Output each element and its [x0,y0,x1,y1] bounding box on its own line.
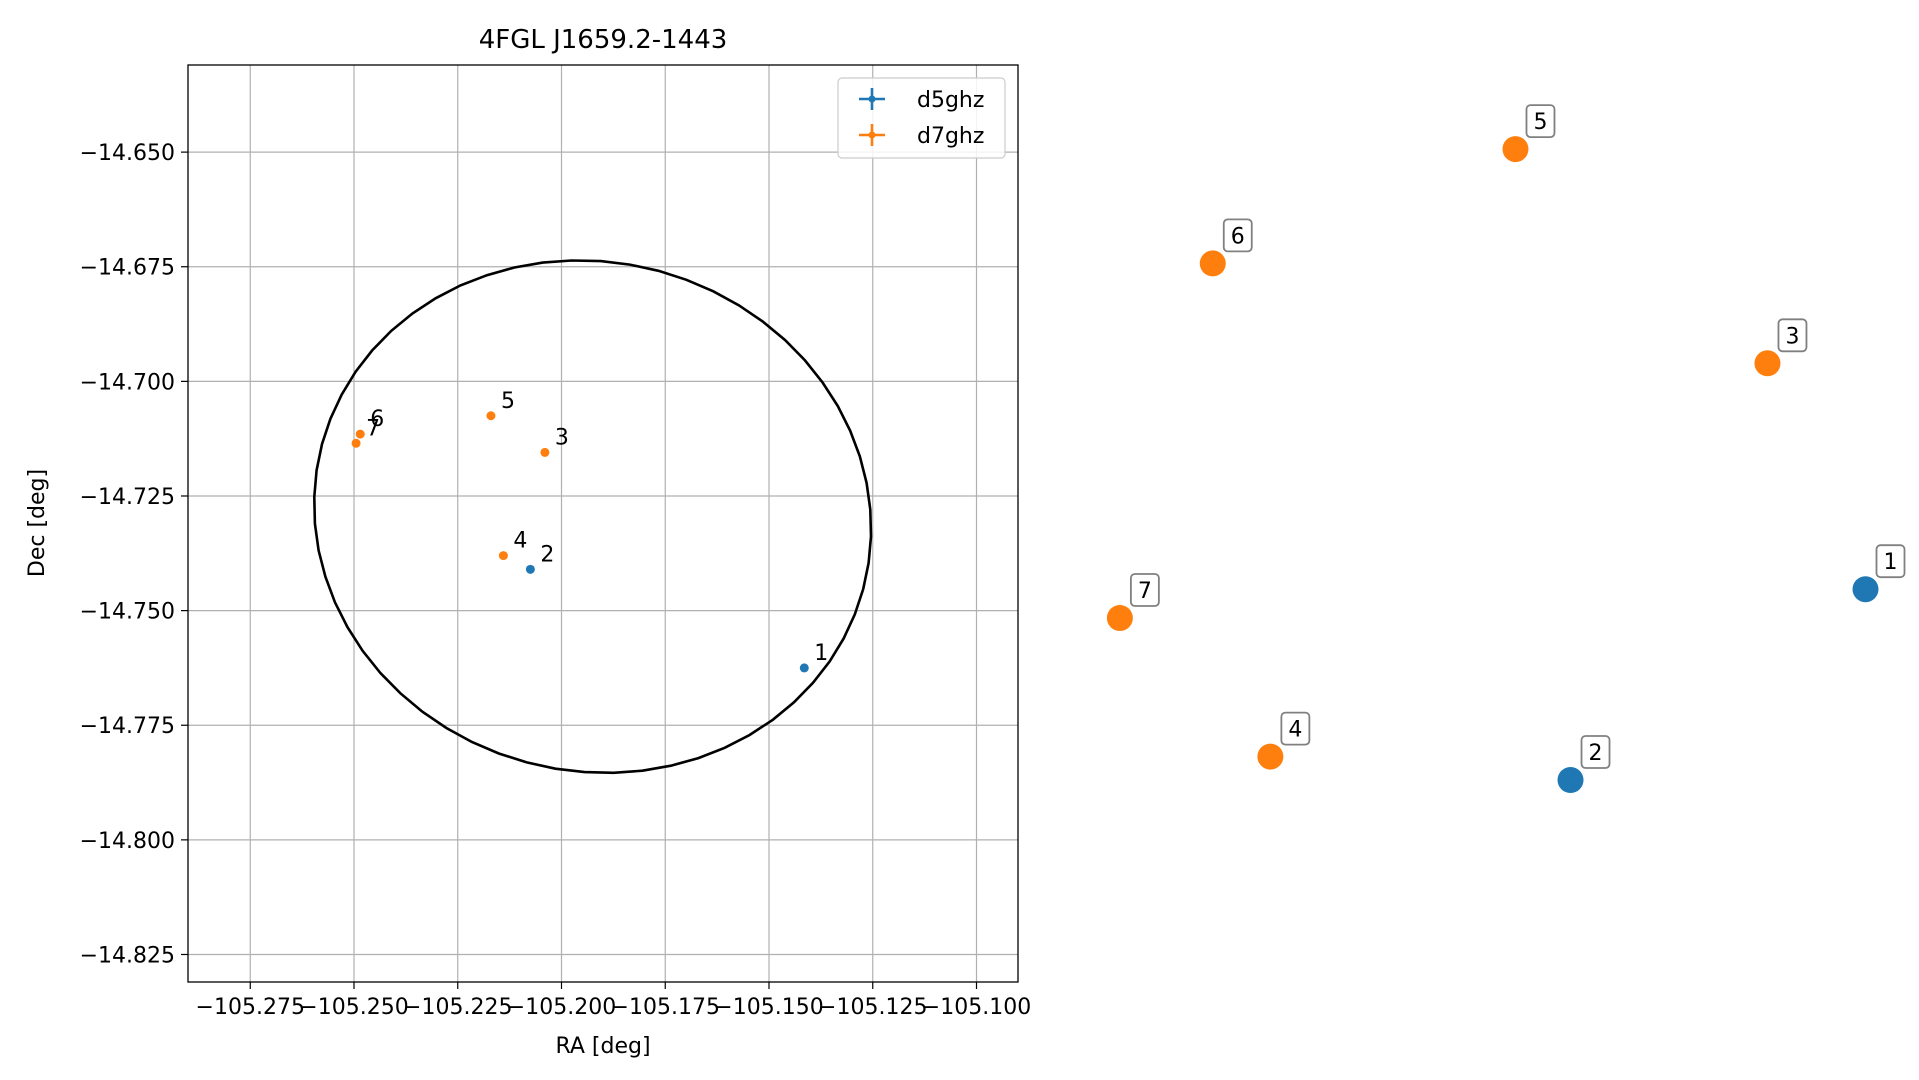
right-scatter: 1 2 3 4 5 6 7 [1106,104,1906,793]
x-tick-label: −105.225 [403,995,512,1020]
point-label-1: 1 [814,641,828,666]
y-tick-label: −14.825 [80,943,175,968]
x-axis-ticks: −105.275−105.250−105.225−105.200−105.175… [196,982,1031,1020]
x-tick-label: −105.275 [196,995,305,1020]
x-tick-label: −105.125 [818,995,927,1020]
point-label-4: 4 [513,529,527,554]
point-label-6: 6 [370,407,384,432]
y-tick-label: −14.775 [80,714,175,739]
right-point-label-box [1875,544,1906,579]
right-point-1 [1852,576,1879,603]
y-tick-label: −14.725 [80,485,175,510]
point-label-5: 5 [501,389,515,414]
right-point-label-3: 3 [1785,324,1799,349]
point-label-7: 7 [366,416,380,441]
y-tick-label: −14.800 [80,829,175,854]
point-d7ghz-5 [486,411,496,421]
right-point-label-box [1222,218,1253,253]
legend-label-d5ghz: d5ghz [917,88,984,113]
legend: d5ghz d7ghz [837,77,1006,159]
y-tick-label: −14.700 [80,370,175,395]
point-d5ghz-1 [799,663,809,673]
right-point-label-6: 6 [1231,224,1245,249]
y-axis-ticks: −14.650 −14.675 −14.700 −14.725 −14.750 −14.7… [80,141,188,968]
right-point-4 [1257,743,1284,770]
point-d7ghz-7 [351,438,361,448]
point-d5ghz-2 [525,564,535,574]
x-tick-label: −105.150 [714,995,823,1020]
legend-marker-d5ghz [859,88,885,110]
point-label-2: 2 [540,542,554,567]
legend-label-d7ghz: d7ghz [917,124,984,149]
right-point-label-4: 4 [1288,718,1302,743]
x-tick-label: −105.250 [299,995,408,1020]
right-point-6 [1199,250,1226,277]
point-label-3: 3 [555,425,569,450]
legend-marker-d7ghz [859,124,885,146]
right-point-label-2: 2 [1589,741,1603,766]
y-tick-label: −14.675 [80,256,175,281]
right-point-7 [1106,605,1133,631]
error-ellipse [312,259,873,775]
main-chart: 1 2 3 4 5 67 −105.275−105.250−105.225−105.200… [25,25,1031,1059]
right-point-label-5: 5 [1533,110,1547,135]
right-point-label-box [1580,735,1611,769]
x-tick-label: −105.175 [611,995,720,1020]
right-point-label-box [1280,711,1311,746]
x-tick-label: −105.200 [507,995,616,1020]
point-d7ghz-6 [355,429,365,439]
grid [188,65,1018,982]
right-point-label-box [1129,573,1160,607]
point-d7ghz-4 [498,551,508,561]
y-tick-label: −14.750 [80,600,175,625]
right-point-label-box [1777,318,1808,353]
right-point-label-7: 7 [1138,579,1152,604]
right-point-3 [1754,350,1781,377]
error-ellipse-group [312,259,873,775]
y-axis-label: Dec [deg] [25,469,50,577]
right-point-5 [1502,136,1529,163]
right-point-2 [1557,767,1584,793]
x-tick-label: −105.100 [922,995,1031,1020]
y-tick-label: −14.650 [80,141,175,166]
right-point-label-box [1525,104,1556,138]
right-point-label-1: 1 [1884,550,1898,575]
x-axis-label: RA [deg] [555,1034,650,1059]
point-d7ghz-3 [540,447,550,457]
chart-title: 4FGL J1659.2-1443 [479,25,728,55]
data-points: 1 2 3 4 5 67 [351,389,828,673]
plot-frame [187,64,1019,983]
